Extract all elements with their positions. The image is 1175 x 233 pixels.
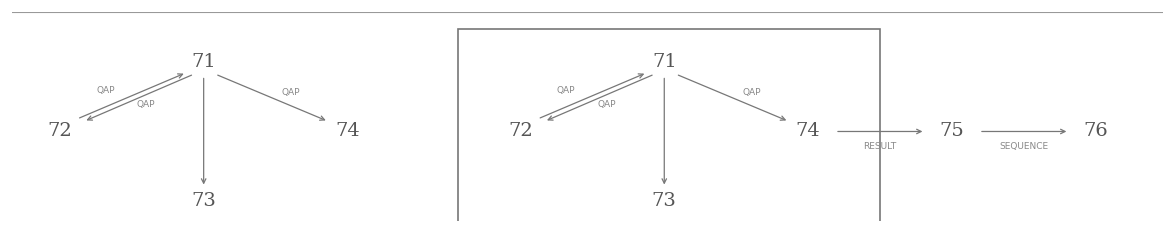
Text: 74: 74	[335, 123, 360, 140]
Text: QAP: QAP	[557, 86, 575, 95]
Text: QAP: QAP	[597, 100, 616, 109]
Text: 71: 71	[652, 53, 677, 71]
Text: SEQUENCE: SEQUENCE	[1000, 142, 1048, 151]
Text: 73: 73	[192, 192, 216, 210]
Text: QAP: QAP	[136, 100, 155, 109]
Text: QAP: QAP	[743, 88, 761, 97]
Text: QAP: QAP	[96, 86, 114, 95]
Text: 74: 74	[795, 123, 820, 140]
Text: QAP: QAP	[282, 88, 301, 97]
Text: 73: 73	[652, 192, 677, 210]
Text: 75: 75	[940, 123, 965, 140]
Text: 72: 72	[47, 123, 72, 140]
Text: 71: 71	[192, 53, 216, 71]
Text: 76: 76	[1083, 123, 1108, 140]
Text: RESULT: RESULT	[864, 142, 897, 151]
Bar	[458, 29, 880, 231]
Text: 72: 72	[508, 123, 532, 140]
